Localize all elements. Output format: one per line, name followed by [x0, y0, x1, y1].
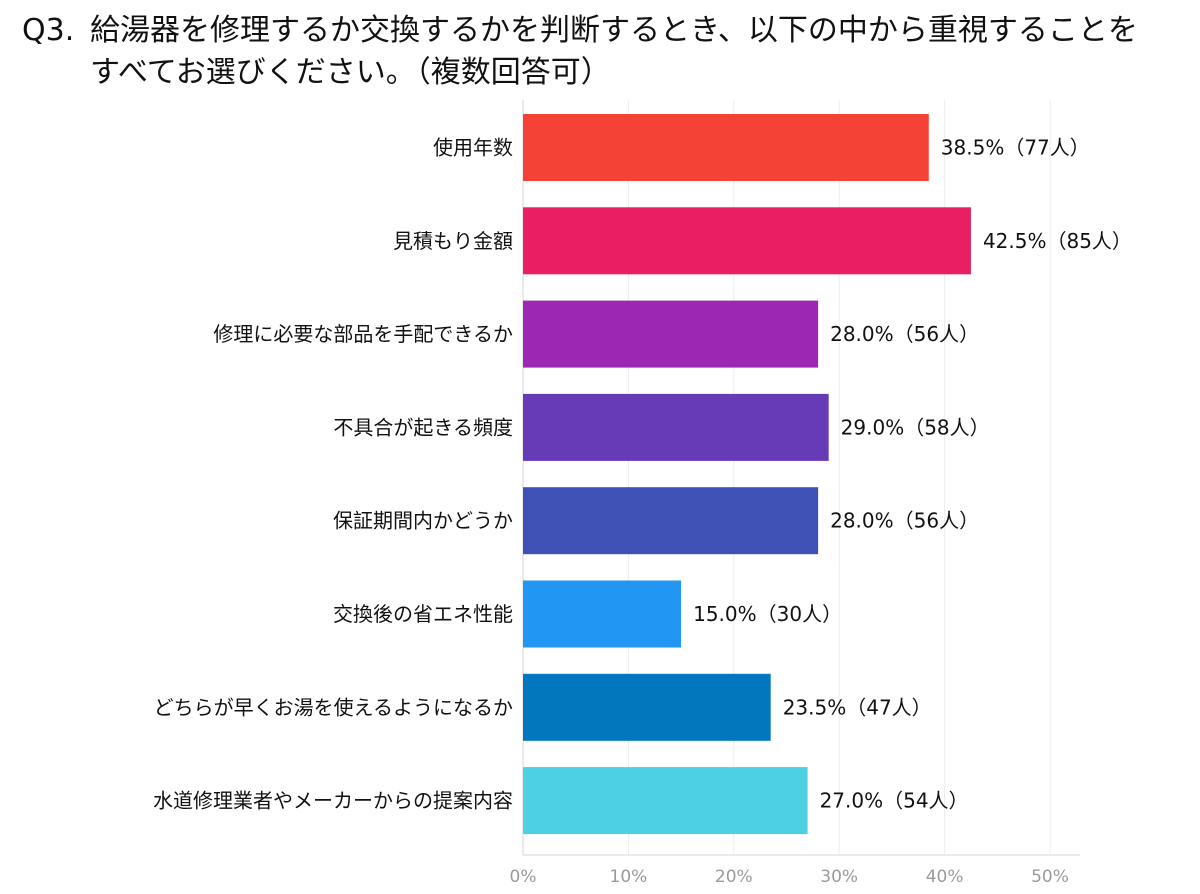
category-label: 修理に必要な部品を手配できるか	[213, 322, 513, 346]
question-line-1-text: 給湯器を修理するか交換するかを判断するとき、以下の中から重視することを	[90, 13, 1138, 48]
bar	[523, 767, 808, 835]
x-tick-label: 50%	[1031, 867, 1069, 887]
category-label: 不具合が起きる頻度	[333, 415, 513, 439]
category-label: 使用年数	[433, 136, 513, 160]
x-tick-label: 40%	[926, 867, 964, 887]
category-label: 交換後の省エネ性能	[333, 602, 513, 626]
bar	[523, 393, 829, 461]
category-label: 保証期間内かどうか	[333, 509, 513, 533]
bar	[523, 673, 771, 741]
data-label: 15.0%（30人）	[693, 602, 842, 626]
category-label: 水道修理業者やメーカーからの提案内容	[153, 789, 513, 813]
data-label: 28.0%（56人）	[830, 509, 979, 533]
question-line-1: Q3. 給湯器を修理するか交換するかを判断するとき、以下の中から重視することを	[22, 10, 1192, 52]
x-tick-label: 0%	[510, 867, 537, 887]
bar	[523, 580, 682, 648]
data-label: 27.0%（54人）	[820, 789, 969, 813]
category-label: 見積もり金額	[393, 229, 513, 253]
bar	[523, 300, 819, 368]
x-tick-label: 20%	[715, 867, 753, 887]
x-tick-label: 30%	[820, 867, 858, 887]
bar	[523, 207, 971, 275]
bar	[523, 114, 929, 181]
question-line-2: すべてお選びください。（複数回答可）	[90, 55, 611, 90]
x-tick-label: 10%	[610, 867, 648, 887]
data-label: 23.5%（47人）	[783, 695, 932, 719]
data-label: 38.5%（77人）	[941, 136, 1090, 160]
question-number: Q3.	[22, 13, 75, 48]
data-label: 28.0%（56人）	[830, 322, 979, 346]
question-text: Q3. 給湯器を修理するか交換するかを判断するとき、以下の中から重視することを す…	[22, 10, 1192, 94]
category-label: どちらが早くお湯を使えるようになるか	[154, 695, 513, 719]
data-label: 29.0%（58人）	[841, 415, 990, 439]
bar	[523, 487, 819, 555]
data-label: 42.5%（85人）	[983, 229, 1132, 253]
